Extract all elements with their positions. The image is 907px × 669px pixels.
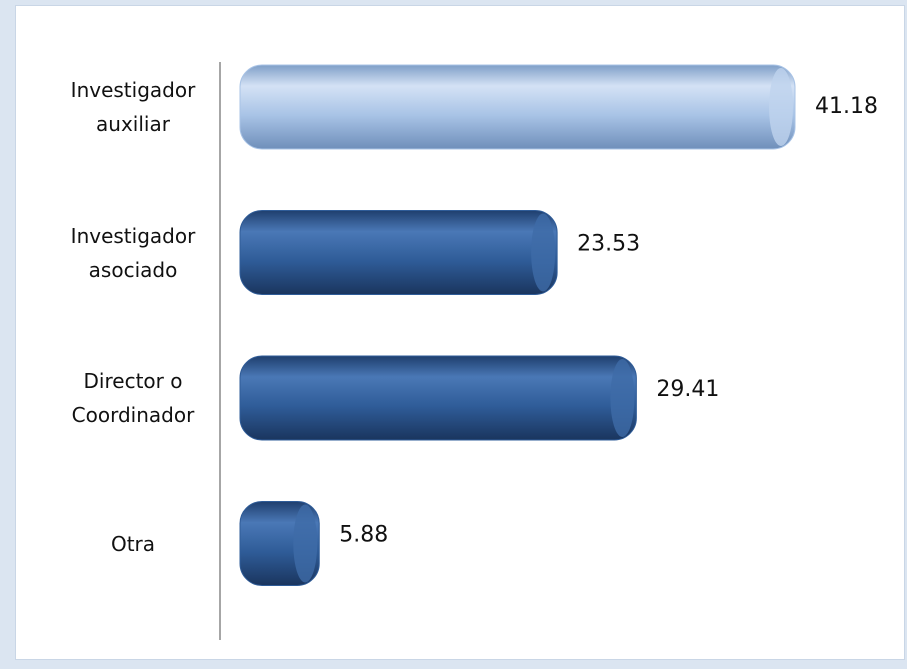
- bar-cap: [610, 359, 635, 437]
- category-label: Investigador auxiliar: [70, 78, 196, 136]
- category-label: Otra: [110, 531, 156, 556]
- category-label: Investigador asociado: [70, 223, 196, 282]
- bar: [239, 355, 637, 441]
- bar: [239, 210, 558, 295]
- value-label: 29.41: [656, 377, 719, 402]
- bar: [239, 64, 796, 150]
- bar-cap: [293, 504, 318, 583]
- value-label: 23.53: [577, 232, 640, 257]
- value-label: 41.18: [815, 94, 878, 119]
- bar-cap: [769, 68, 793, 146]
- category-label: Director o Coordinador: [71, 369, 195, 427]
- bar-cap: [531, 213, 556, 292]
- value-label: 5.88: [339, 523, 388, 548]
